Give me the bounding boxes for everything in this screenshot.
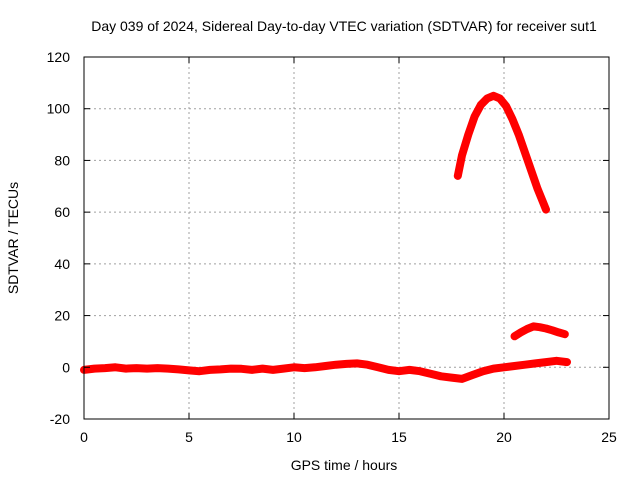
grid-lines <box>84 57 609 419</box>
series-line-upper-arc <box>453 91 550 214</box>
data-point-baseline <box>164 365 172 373</box>
data-point-upper-arc <box>483 94 491 102</box>
chart-title: Day 039 of 2024, Sidereal Day-to-day VTE… <box>91 18 597 34</box>
y-tick-label: 100 <box>47 101 71 117</box>
data-point-upper-arc <box>508 115 516 123</box>
data-point-baseline <box>112 363 119 371</box>
axis-ticks: 0 5 10 15 20 25 -20 0 20 40 60 80 100 120 <box>47 49 617 445</box>
data-point-secondary-hump <box>555 328 563 336</box>
y-tick-label: 120 <box>47 49 71 65</box>
data-point-upper-arc <box>542 206 550 214</box>
x-tick-label: 10 <box>286 429 302 445</box>
data-point-upper-arc <box>521 149 529 157</box>
data-point-baseline <box>217 365 224 373</box>
data-point-baseline <box>122 365 130 373</box>
series-layer <box>80 91 571 383</box>
data-point-baseline <box>374 363 382 371</box>
y-tick-label: 20 <box>54 308 70 324</box>
data-point-baseline <box>311 363 319 371</box>
data-point-baseline <box>395 367 403 375</box>
data-point-baseline <box>563 358 571 366</box>
data-point-baseline <box>196 367 203 375</box>
y-tick-label: 80 <box>54 152 70 168</box>
data-point-secondary-hump <box>517 328 525 336</box>
y-tick-label: 40 <box>54 256 70 272</box>
x-tick-label: 15 <box>391 429 407 445</box>
data-point-upper-arc <box>471 113 479 120</box>
data-point-baseline <box>143 365 151 373</box>
data-point-upper-arc <box>534 185 542 193</box>
data-point-baseline <box>280 365 287 373</box>
data-point-baseline <box>133 364 140 372</box>
data-point-baseline <box>364 361 371 369</box>
data-point-baseline <box>185 366 193 374</box>
data-point-upper-arc <box>464 131 472 139</box>
y-tick-label: 60 <box>54 204 70 220</box>
data-point-baseline <box>154 364 161 372</box>
data-point-upper-arc <box>515 131 523 139</box>
data-point-baseline <box>290 363 298 371</box>
data-point-secondary-hump <box>542 325 550 332</box>
data-point-baseline <box>175 365 182 373</box>
data-point-baseline <box>238 365 245 373</box>
y-tick-label: -20 <box>50 411 70 427</box>
data-point-baseline <box>343 360 350 368</box>
y-tick-label: 0 <box>62 359 70 375</box>
data-point-baseline <box>353 359 361 367</box>
data-point-baseline <box>301 364 308 372</box>
data-point-baseline <box>448 374 455 382</box>
data-point-baseline <box>91 365 98 373</box>
data-point-baseline <box>416 367 424 375</box>
plot-frame <box>83 56 610 420</box>
data-point-baseline <box>259 365 266 373</box>
x-tick-label: 0 <box>80 429 88 445</box>
y-axis-label: SDTVAR / TECUs <box>5 182 21 294</box>
data-point-secondary-hump <box>536 323 544 331</box>
x-axis-label: GPS time / hours <box>291 457 398 473</box>
data-point-baseline <box>553 357 560 365</box>
data-point-baseline <box>427 370 434 378</box>
data-point-upper-arc <box>477 101 485 109</box>
data-point-baseline <box>521 361 529 369</box>
data-point-baseline <box>469 371 476 379</box>
data-point-secondary-hump <box>511 332 518 340</box>
data-point-upper-arc <box>496 94 504 102</box>
data-point-secondary-hump <box>523 325 531 333</box>
data-point-baseline <box>206 366 214 374</box>
data-point-baseline <box>458 375 466 383</box>
data-point-baseline <box>248 366 256 374</box>
data-point-upper-arc <box>490 92 497 100</box>
data-point-upper-arc <box>454 172 462 180</box>
data-point-upper-arc <box>502 102 510 110</box>
data-point-baseline <box>322 362 329 370</box>
data-point-baseline <box>511 362 518 370</box>
data-point-baseline <box>490 365 497 373</box>
data-point-upper-arc <box>458 151 466 159</box>
data-point-secondary-hump <box>561 330 569 338</box>
data-point-baseline <box>437 372 445 380</box>
data-point-secondary-hump <box>529 322 537 330</box>
data-point-baseline <box>406 366 413 374</box>
data-point-baseline <box>101 364 109 372</box>
data-point-baseline <box>542 358 550 366</box>
data-point-baseline <box>269 366 277 374</box>
x-tick-label: 20 <box>496 429 512 445</box>
x-tick-label: 25 <box>601 429 617 445</box>
data-point-upper-arc <box>527 167 535 175</box>
data-point-baseline <box>532 359 539 367</box>
data-point-baseline <box>332 361 340 369</box>
data-point-baseline <box>500 363 508 371</box>
data-point-baseline <box>479 367 487 375</box>
x-tick-label: 5 <box>185 429 193 445</box>
data-point-baseline <box>385 366 392 374</box>
data-point-baseline <box>227 365 235 373</box>
data-point-secondary-hump <box>548 326 556 334</box>
